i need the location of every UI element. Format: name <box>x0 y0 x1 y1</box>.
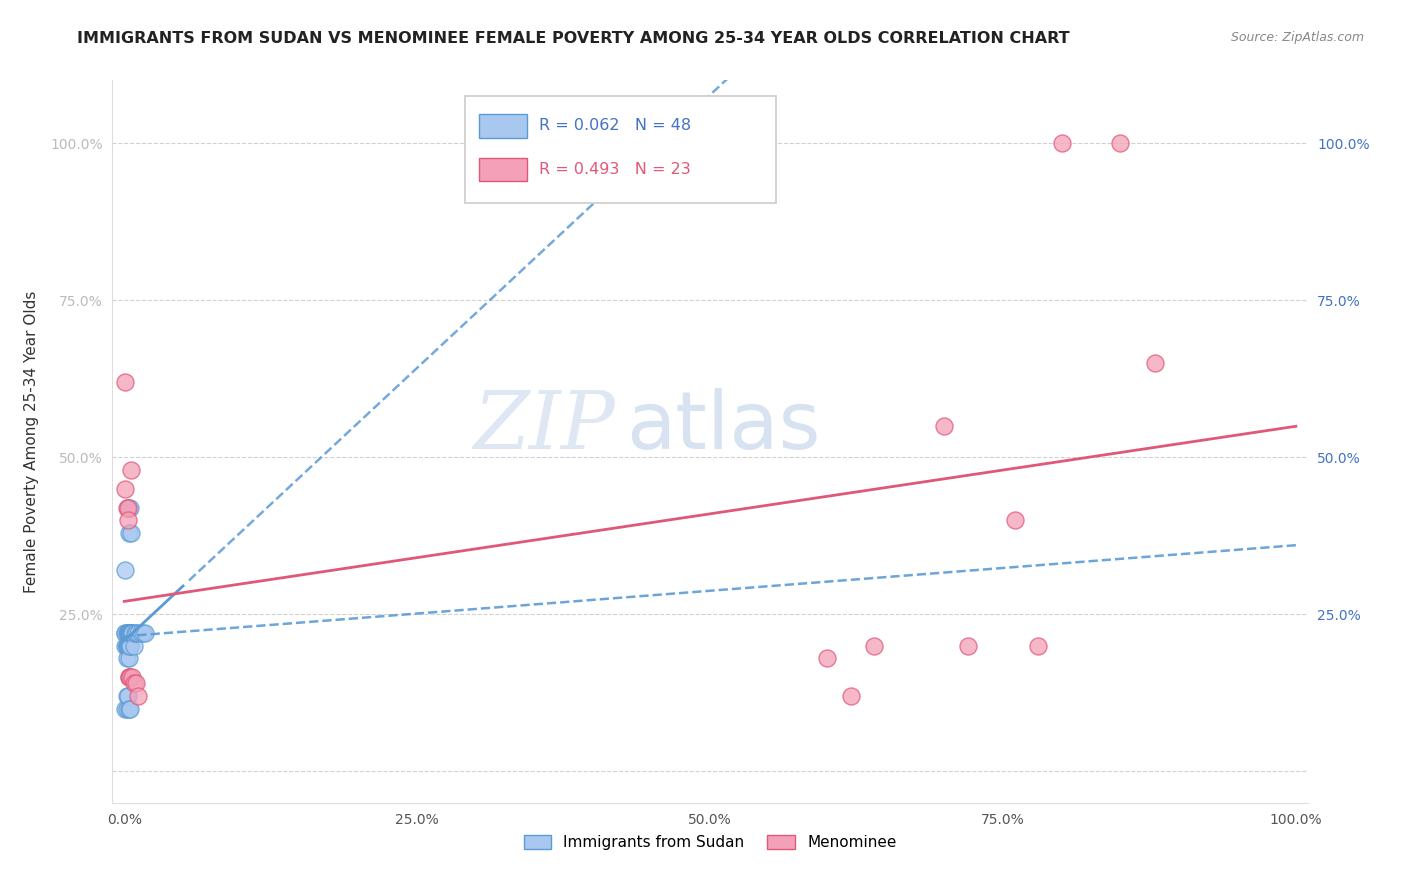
Point <box>1144 356 1167 370</box>
Point <box>120 626 142 640</box>
Point <box>124 626 146 640</box>
Point <box>120 701 141 715</box>
Point <box>117 500 139 515</box>
Point <box>125 626 148 640</box>
Point <box>118 651 141 665</box>
Point <box>120 500 141 515</box>
Text: IMMIGRANTS FROM SUDAN VS MENOMINEE FEMALE POVERTY AMONG 25-34 YEAR OLDS CORRELAT: IMMIGRANTS FROM SUDAN VS MENOMINEE FEMAL… <box>77 31 1070 46</box>
Point <box>129 626 152 640</box>
FancyBboxPatch shape <box>479 114 527 138</box>
Point <box>863 639 886 653</box>
Point <box>120 626 142 640</box>
Y-axis label: Female Poverty Among 25-34 Year Olds: Female Poverty Among 25-34 Year Olds <box>24 291 39 592</box>
Point <box>118 525 141 540</box>
Point <box>934 418 956 433</box>
Point <box>120 626 141 640</box>
Point <box>115 639 138 653</box>
Point <box>118 670 141 684</box>
Point <box>121 626 143 640</box>
Point <box>114 639 136 653</box>
Point <box>1004 513 1026 527</box>
Point <box>114 701 136 715</box>
Point <box>121 670 143 684</box>
Point <box>127 626 149 640</box>
Point <box>118 639 141 653</box>
Point <box>117 626 139 640</box>
Point <box>1050 136 1073 150</box>
Point <box>115 689 138 703</box>
Point <box>114 482 136 496</box>
Point <box>117 639 139 653</box>
Point <box>117 513 139 527</box>
Point <box>125 676 148 690</box>
Point <box>114 563 136 577</box>
Point <box>115 651 138 665</box>
Point <box>132 626 155 640</box>
Point <box>114 626 136 640</box>
Point <box>118 626 141 640</box>
Point <box>115 500 138 515</box>
FancyBboxPatch shape <box>465 96 776 203</box>
Point <box>117 689 139 703</box>
Point <box>118 626 141 640</box>
Point <box>120 639 141 653</box>
Legend: Immigrants from Sudan, Menominee: Immigrants from Sudan, Menominee <box>517 830 903 856</box>
Point <box>114 375 136 389</box>
Point <box>120 626 141 640</box>
Point <box>839 689 862 703</box>
Point <box>122 676 145 690</box>
Point <box>134 626 156 640</box>
FancyBboxPatch shape <box>479 158 527 181</box>
Point <box>118 626 141 640</box>
Point <box>120 639 141 653</box>
Point <box>118 701 141 715</box>
Point <box>117 626 139 640</box>
Text: R = 0.062   N = 48: R = 0.062 N = 48 <box>538 119 692 133</box>
Point <box>115 639 138 653</box>
Point <box>117 639 139 653</box>
Point <box>1109 136 1132 150</box>
Point <box>120 463 142 477</box>
Text: R = 0.493   N = 23: R = 0.493 N = 23 <box>538 161 690 177</box>
Point <box>115 626 138 640</box>
Point <box>117 639 139 653</box>
Point <box>815 651 838 665</box>
Point <box>122 639 145 653</box>
Point <box>118 626 141 640</box>
Point <box>127 689 149 703</box>
Point <box>121 626 143 640</box>
Point <box>120 626 141 640</box>
Text: Source: ZipAtlas.com: Source: ZipAtlas.com <box>1230 31 1364 45</box>
Point <box>120 670 141 684</box>
Point <box>115 639 138 653</box>
Point <box>114 626 136 640</box>
Point <box>956 639 979 653</box>
Text: atlas: atlas <box>627 388 821 467</box>
Point <box>1026 639 1049 653</box>
Point <box>118 639 141 653</box>
Point <box>115 701 138 715</box>
Point <box>118 670 141 684</box>
Point <box>120 525 142 540</box>
Point <box>117 626 139 640</box>
Text: ZIP: ZIP <box>472 388 614 466</box>
Point <box>117 500 139 515</box>
